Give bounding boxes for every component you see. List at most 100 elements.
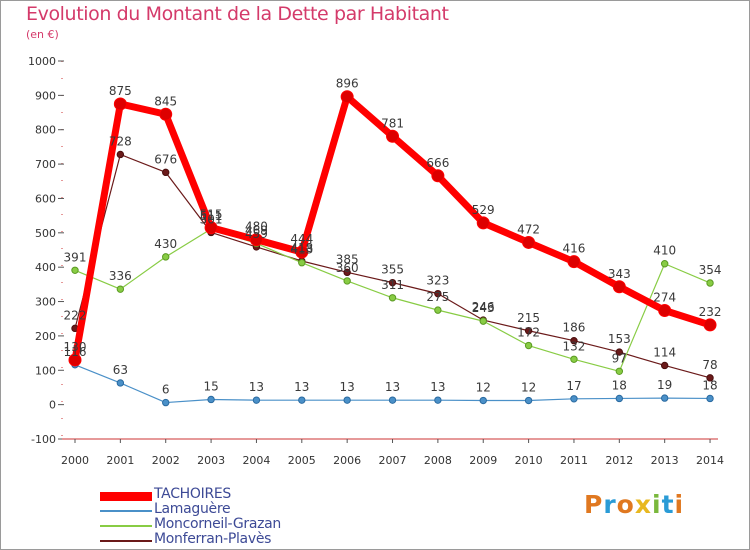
data-point-moncorneil-grazan [343,277,351,285]
data-label-tachoires: 529 [472,203,495,217]
y-tick-label: 800 [35,124,56,137]
data-point-tachoires [567,255,581,269]
data-label-lamaguere: 18 [702,378,717,392]
data-label-tachoires: 781 [381,116,404,130]
data-label-lamaguere: 13 [430,380,445,394]
data-label-lamaguere: 13 [340,380,355,394]
data-label-lamaguere: 17 [566,379,581,393]
data-point-moncorneil-grazan [615,367,624,376]
data-label-tachoires: 274 [653,290,676,304]
data-point-tachoires [159,107,173,121]
data-label-moncorneil-grazan: 430 [154,237,177,251]
data-point-lamaguere [524,396,533,405]
data-point-tachoires [68,353,82,367]
data-label-moncorneil-grazan: 243 [472,301,495,315]
logo-letter: i [652,490,662,519]
data-point-tachoires [295,245,309,259]
y-tick-label: -100 [31,433,56,446]
data-label-tachoires: 515 [200,208,223,222]
data-label-monferran-plaves: 459 [245,227,268,241]
legend-label: TACHOIRES [154,486,232,502]
data-label-monferran-plaves: 246 [472,300,495,314]
x-tick-label: 2013 [651,454,679,467]
data-point-tachoires [703,318,717,332]
data-point-moncorneil-grazan [298,259,306,267]
data-label-monferran-plaves: 215 [517,311,540,325]
x-tick-label: 2008 [424,454,452,467]
logo-letter: P [584,490,604,519]
legend-label: Monferran-Plavès [154,531,272,547]
data-point-monferran-plaves [343,268,351,277]
unit-label: (en €) [26,28,59,41]
data-point-moncorneil-grazan [524,341,533,350]
data-point-monferran-plaves [116,150,125,159]
data-point-moncorneil-grazan [706,279,714,287]
data-label-monferran-plaves: 323 [426,274,449,288]
data-label-moncorneil-grazan: 413 [290,243,313,257]
data-point-monferran-plaves [162,168,170,177]
data-label-lamaguere: 63 [113,363,128,377]
data-point-moncorneil-grazan [162,253,170,261]
x-tick-label: 2002 [152,454,180,467]
legend-label: Moncorneil-Grazan [154,516,282,532]
logo-letter: t [661,490,675,519]
data-label-monferran-plaves: 186 [563,321,586,335]
data-label-tachoires: 896 [336,77,359,91]
logo-letter: r [603,490,617,519]
data-label-lamaguere: 6 [162,383,170,397]
data-label-lamaguere: 18 [612,378,627,392]
data-label-monferran-plaves: 728 [109,134,132,148]
data-label-monferran-plaves: 114 [653,345,676,359]
data-point-lamaguere [162,398,170,407]
data-label-lamaguere: 13 [249,380,264,394]
data-label-monferran-plaves: 418 [290,241,313,255]
x-tick-label: 2000 [61,454,89,467]
data-point-lamaguere [434,396,442,404]
y-tick-label: 500 [35,227,56,240]
data-label-lamaguere: 19 [657,378,672,392]
data-point-lamaguere [706,394,714,403]
x-tick-label: 2004 [242,454,270,467]
data-label-tachoires: 343 [608,267,631,281]
y-tick-label: 100 [35,364,56,377]
data-point-monferran-plaves [524,327,533,335]
y-tick-label: 200 [35,330,56,343]
data-label-tachoires: 480 [245,220,268,234]
logo-letter: x [634,490,652,519]
legend-label: Lamaguère [154,501,231,517]
data-label-tachoires: 444 [290,232,313,246]
data-point-lamaguere [388,396,397,404]
data-point-monferran-plaves [434,289,442,298]
chart-title: Evolution du Montant de la Dette par Hab… [26,3,449,25]
data-label-tachoires: 845 [154,94,177,108]
data-label-tachoires: 416 [563,242,586,256]
data-label-monferran-plaves: 355 [381,263,404,277]
x-tick-label: 2007 [379,454,407,467]
data-label-moncorneil-grazan: 469 [245,223,268,237]
data-label-moncorneil-grazan: 336 [109,269,132,283]
y-tick-label: 700 [35,158,56,171]
x-tick-label: 2009 [469,454,497,467]
data-point-moncorneil-grazan [116,285,125,293]
data-point-tachoires [612,280,626,294]
data-label-moncorneil-grazan: 360 [336,261,359,275]
data-label-lamaguere: 13 [294,380,309,394]
y-tick-label: 0 [49,399,56,412]
data-point-monferran-plaves [388,278,397,287]
y-tick-label: 400 [35,261,56,274]
x-tick-label: 2014 [696,454,724,467]
x-tick-label: 2003 [197,454,225,467]
data-point-tachoires [249,233,263,247]
data-label-lamaguere: 12 [521,381,536,395]
logo-letter: o [616,490,635,519]
data-point-monferran-plaves [615,348,624,356]
data-label-monferran-plaves: 222 [64,308,87,322]
data-label-lamaguere: 12 [476,381,491,395]
data-label-moncorneil-grazan: 354 [699,263,722,277]
proxiti-logo: Proxiti [584,490,684,519]
data-point-tachoires [658,303,672,317]
data-point-lamaguere [479,396,487,405]
logo-letter: i [674,490,685,519]
y-tick-label: 1000 [28,55,56,68]
data-label-monferran-plaves: 501 [200,212,223,226]
